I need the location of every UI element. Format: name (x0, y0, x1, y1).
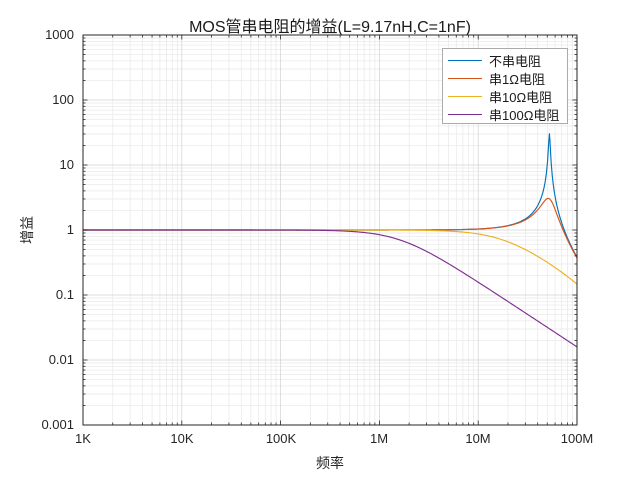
y-tick-1000: 1000 (45, 27, 74, 42)
y-tick-0p001: 0.001 (41, 417, 74, 432)
y-tick-100: 100 (52, 92, 74, 107)
x-tick-1m: 1M (369, 431, 389, 446)
y-axis-label: 增益 (19, 216, 35, 244)
legend-box: 不串电阻 串1Ω电阻 串10Ω电阻 串100Ω电阻 (442, 48, 568, 124)
y-tick-0p1: 0.1 (55, 287, 74, 302)
x-tick-100m: 100M (560, 431, 594, 446)
series-curve (83, 197, 578, 259)
series-curve (83, 229, 578, 348)
legend-line-sample (448, 113, 482, 115)
legend-line-sample (448, 77, 482, 79)
legend-item-100ohm: 串100Ω电阻 (443, 105, 567, 123)
legend-item-1ohm: 串1Ω电阻 (443, 69, 567, 87)
legend-line-sample (448, 95, 482, 97)
series-curve (83, 133, 578, 258)
y-tick-10: 10 (59, 157, 74, 172)
legend-item-10ohm: 串10Ω电阻 (443, 87, 567, 105)
y-tick-0p01: 0.01 (48, 352, 74, 367)
x-tick-10k: 10K (170, 431, 194, 446)
legend-item-no-resistor: 不串电阻 (443, 51, 567, 69)
y-tick-1: 1 (66, 222, 74, 237)
legend-label: 串100Ω电阻 (489, 107, 560, 123)
legend-label: 串10Ω电阻 (489, 89, 553, 105)
legend-label: 串1Ω电阻 (489, 71, 545, 87)
x-tick-100k: 100K (265, 431, 297, 446)
x-tick-1k: 1K (75, 431, 91, 446)
x-tick-10m: 10M (465, 431, 491, 446)
chart-title: MOS管串电阻的增益(L=9.17nH,C=1nF) (189, 19, 471, 36)
series-curve (83, 229, 578, 285)
legend-label: 不串电阻 (489, 53, 542, 69)
legend-line-sample (448, 59, 482, 61)
x-axis-label: 频率 (316, 455, 344, 471)
